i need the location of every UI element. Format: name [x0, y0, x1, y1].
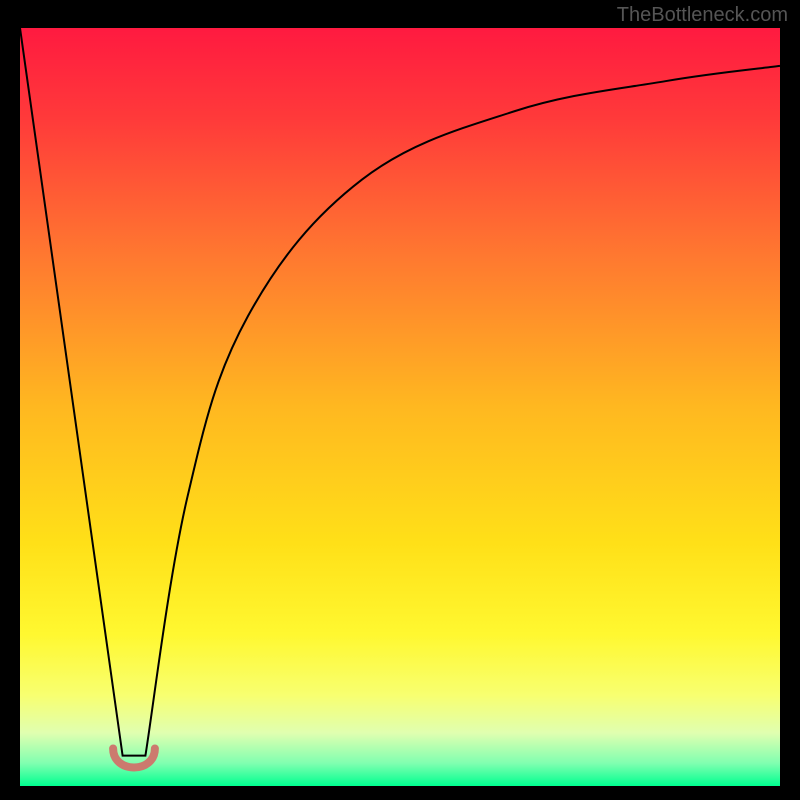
optimal-point-marker	[113, 748, 155, 767]
chart-container: TheBottleneck.com	[0, 0, 800, 800]
plot-area	[20, 28, 780, 786]
bottleneck-curve	[20, 28, 780, 756]
curve-layer	[20, 28, 780, 786]
watermark-text: TheBottleneck.com	[617, 4, 788, 27]
